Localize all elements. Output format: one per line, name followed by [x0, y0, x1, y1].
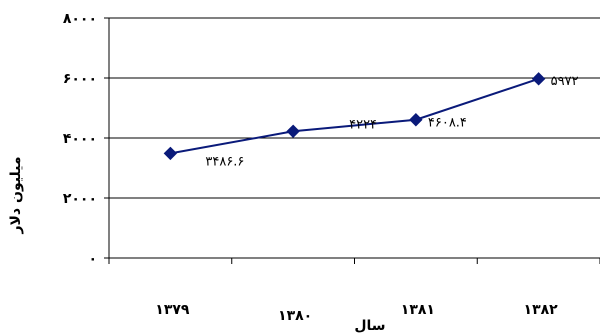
x-tick-label-2: ۱۳۸۱	[401, 302, 435, 318]
x-tick-label-1: ۱۳۸۰	[278, 308, 312, 324]
y-tick-label-2: ۴۰۰۰	[63, 131, 97, 147]
x-tick-label-0: ۱۳۷۹	[155, 302, 190, 318]
axes: ۰ ۲۰۰۰ ۴۰۰۰ ۶۰۰۰ ۸۰۰۰ ۱۳۷۹ ۱۳۸۰ ۱۳۸۱ ۱۳۸۲	[63, 11, 600, 324]
data-point-0	[163, 146, 178, 161]
y-tick-label-4: ۸۰۰۰	[63, 11, 97, 27]
data-label-0: ۳۴۸۶.۶	[205, 154, 244, 169]
data-point-3	[531, 72, 546, 86]
data-label-2: ۴۶۰۸.۴	[428, 116, 467, 131]
data-point-2	[409, 113, 423, 127]
data-labels: ۳۴۸۶.۶ ۴۲۲۴ ۴۶۰۸.۴ ۵۹۷۲	[205, 74, 578, 170]
data-label-3: ۵۹۷۲	[551, 74, 579, 89]
series-line	[163, 72, 546, 161]
y-tick-label-0: ۰	[88, 251, 97, 267]
y-axis-title: میلیون دلار	[8, 156, 24, 234]
gridlines	[109, 17, 600, 199]
y-tick-label-1: ۲۰۰۰	[63, 191, 97, 207]
x-tick-label-3: ۱۳۸۲	[524, 302, 559, 318]
data-label-1: ۴۲۲۴	[349, 117, 377, 132]
y-tick-label-3: ۶۰۰۰	[63, 71, 97, 87]
x-axis-title: سال	[354, 318, 385, 333]
series-line-0	[170, 77, 539, 155]
data-point-1	[286, 124, 300, 138]
